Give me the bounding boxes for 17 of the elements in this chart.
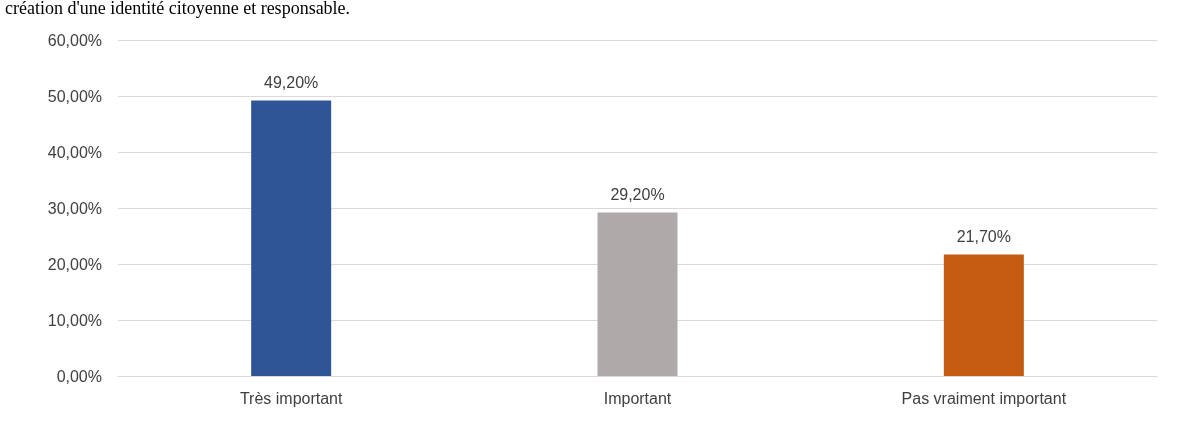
bar <box>251 100 332 376</box>
x-tick-label: Pas vraiment important <box>901 389 1067 407</box>
y-tick-label: 30,00% <box>47 199 102 217</box>
y-tick-label: 40,00% <box>47 143 102 161</box>
y-tick-label: 10,00% <box>47 311 102 329</box>
x-tick-label: Très important <box>239 389 343 407</box>
data-label: 29,20% <box>610 185 665 203</box>
y-tick-label: 60,00% <box>47 31 102 49</box>
x-tick-label: Important <box>603 389 672 407</box>
chart-title: création d'une identité citoyenne et responsable. <box>5 0 351 18</box>
y-tick-label: 50,00% <box>47 87 102 105</box>
y-tick-label: 20,00% <box>47 255 102 273</box>
bar <box>943 254 1024 376</box>
data-label: 21,70% <box>956 227 1011 245</box>
y-tick-label: 0,00% <box>56 367 102 385</box>
bar <box>597 212 678 376</box>
data-label: 49,20% <box>264 73 319 91</box>
